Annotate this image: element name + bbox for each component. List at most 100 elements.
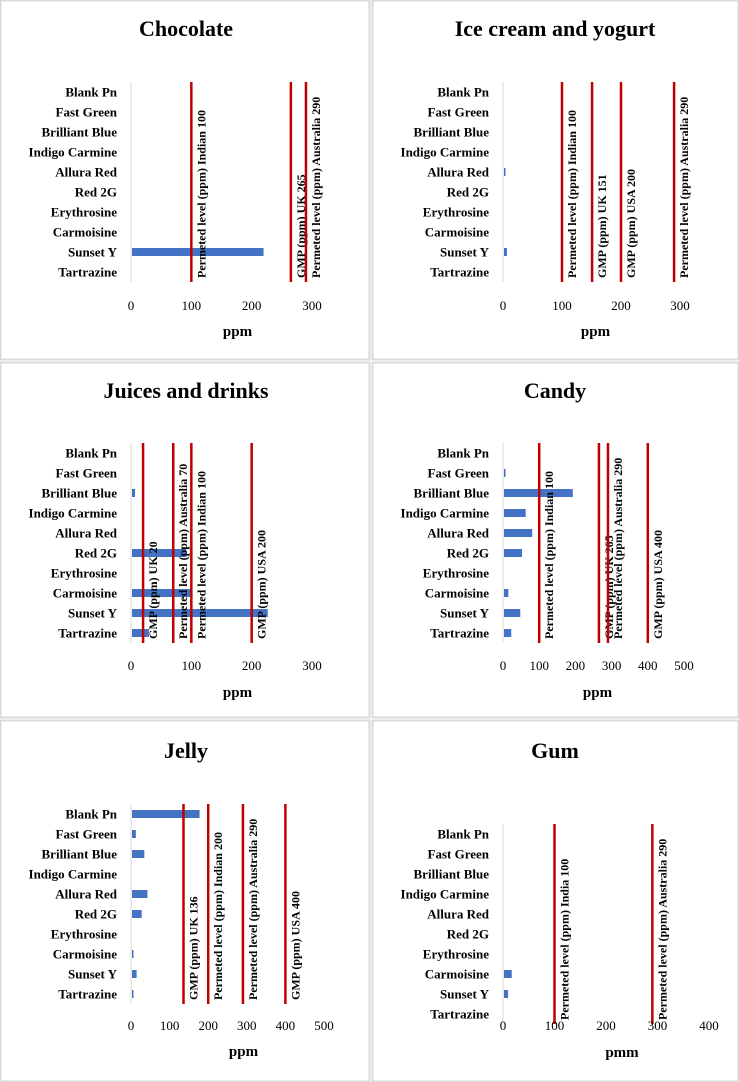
- bar: [132, 830, 136, 838]
- bar: [504, 589, 509, 597]
- bar: [504, 168, 506, 176]
- category-label: Blank Pn: [437, 446, 489, 461]
- reference-line-label: Permeted level (ppm) Australia 290: [309, 97, 323, 278]
- category-label: Brilliant Blue: [414, 125, 490, 140]
- x-tick-label: 200: [242, 658, 262, 673]
- category-label: Carmoisine: [53, 586, 118, 601]
- category-label: Fast Green: [56, 466, 118, 481]
- x-tick-label: 500: [674, 658, 694, 673]
- x-axis-label: ppm: [583, 685, 613, 701]
- x-tick-label: 400: [276, 1018, 296, 1033]
- reference-line-label: Permeted level (ppm) Indian 100: [565, 110, 579, 278]
- category-label: Red 2G: [75, 907, 117, 922]
- bar: [504, 529, 533, 537]
- category-label: Erythrosine: [51, 205, 117, 220]
- bar: [132, 890, 148, 898]
- category-label: Red 2G: [75, 546, 117, 561]
- chart-panel-border: [0, 361, 371, 719]
- bar: [132, 589, 193, 597]
- category-label: Sunset Y: [440, 606, 490, 621]
- x-tick-label: 300: [302, 298, 322, 313]
- x-tick-label: 300: [670, 298, 690, 313]
- reference-line-label: GMP (ppm) USA 400: [288, 891, 302, 1000]
- category-label: Carmoisine: [425, 225, 490, 240]
- bar: [132, 629, 149, 637]
- x-tick-label: 100: [182, 658, 202, 673]
- bar: [132, 810, 200, 818]
- category-label: Erythrosine: [51, 927, 117, 942]
- category-label: Erythrosine: [423, 205, 489, 220]
- x-axis-label: ppm: [223, 324, 253, 340]
- chart-title: Jelly: [164, 738, 208, 763]
- bar: [504, 970, 512, 978]
- x-tick-label: 0: [500, 1018, 507, 1033]
- category-label: Brilliant Blue: [414, 867, 490, 882]
- category-label: Carmoisine: [53, 947, 118, 962]
- bar: [132, 910, 142, 918]
- bar: [504, 549, 523, 557]
- category-label: Blank Pn: [65, 807, 117, 822]
- reference-line-label: Permeted level (ppm) Australia 290: [677, 97, 691, 278]
- category-label: Fast Green: [428, 105, 490, 120]
- category-label: Indigo Carmine: [29, 506, 118, 521]
- x-tick-label: 100: [160, 1018, 180, 1033]
- category-label: Sunset Y: [440, 245, 490, 260]
- x-tick-label: 200: [242, 298, 262, 313]
- reference-line-label: GMP (ppm) USA 200: [255, 530, 269, 639]
- category-label: Indigo Carmine: [29, 867, 118, 882]
- x-tick-label: 0: [500, 298, 507, 313]
- reference-line-label: GMP (ppm) UK 20: [146, 541, 160, 639]
- x-tick-label: 300: [237, 1018, 257, 1033]
- bar: [504, 248, 507, 256]
- x-tick-label: 0: [500, 658, 507, 673]
- x-tick-label: 100: [545, 1018, 565, 1033]
- category-label: Fast Green: [56, 827, 118, 842]
- category-label: Erythrosine: [51, 566, 117, 581]
- x-axis-label: pmm: [605, 1045, 639, 1061]
- bar: [132, 970, 137, 978]
- category-label: Indigo Carmine: [29, 145, 118, 160]
- x-tick-label: 0: [128, 298, 135, 313]
- reference-line-label: Permeted level (ppm) Australia 290: [655, 839, 669, 1020]
- category-label: Blank Pn: [437, 827, 489, 842]
- reference-line-label: Permeted level (ppm) India 100: [558, 859, 572, 1020]
- x-tick-label: 200: [198, 1018, 218, 1033]
- reference-line-label: Permeted level (ppm) Australia 290: [611, 458, 625, 639]
- x-tick-label: 100: [529, 658, 549, 673]
- x-tick-label: 0: [128, 658, 135, 673]
- category-label: Allura Red: [55, 526, 118, 541]
- category-label: Allura Red: [55, 887, 118, 902]
- category-label: Brilliant Blue: [42, 125, 118, 140]
- category-label: Indigo Carmine: [401, 145, 490, 160]
- x-tick-label: 200: [566, 658, 586, 673]
- bar: [132, 549, 187, 557]
- category-label: Tartrazine: [430, 1007, 489, 1022]
- bar: [132, 489, 136, 497]
- reference-line-label: GMP (ppm) UK 265: [294, 174, 308, 278]
- x-tick-label: 0: [128, 1018, 135, 1033]
- chart-title: Ice cream and yogurt: [455, 16, 656, 41]
- reference-line-label: GMP (ppm) UK 151: [595, 174, 609, 278]
- category-label: Tartrazine: [430, 626, 489, 641]
- bar: [504, 629, 512, 637]
- category-label: Red 2G: [447, 546, 489, 561]
- bar: [132, 950, 134, 958]
- x-tick-label: 300: [302, 658, 322, 673]
- bar: [504, 609, 521, 617]
- reference-line-label: Permeted level (ppm) Indian 200: [211, 832, 225, 1000]
- reference-line-label: GMP (ppm) UK 136: [186, 896, 200, 1000]
- reference-line-label: Permeted level (ppm) Indian 100: [542, 471, 556, 639]
- category-label: Allura Red: [427, 526, 490, 541]
- reference-line-label: GMP (ppm) USA 200: [624, 169, 638, 278]
- chart-panel-border: [0, 0, 371, 361]
- reference-line-label: GMP (ppm) USA 400: [651, 530, 665, 639]
- category-label: Sunset Y: [440, 987, 490, 1002]
- category-label: Brilliant Blue: [414, 486, 490, 501]
- chart-title: Juices and drinks: [103, 378, 268, 403]
- x-tick-label: 100: [182, 298, 202, 313]
- category-label: Blank Pn: [65, 446, 117, 461]
- category-label: Sunset Y: [68, 606, 118, 621]
- category-label: Fast Green: [56, 105, 118, 120]
- category-label: Allura Red: [55, 165, 118, 180]
